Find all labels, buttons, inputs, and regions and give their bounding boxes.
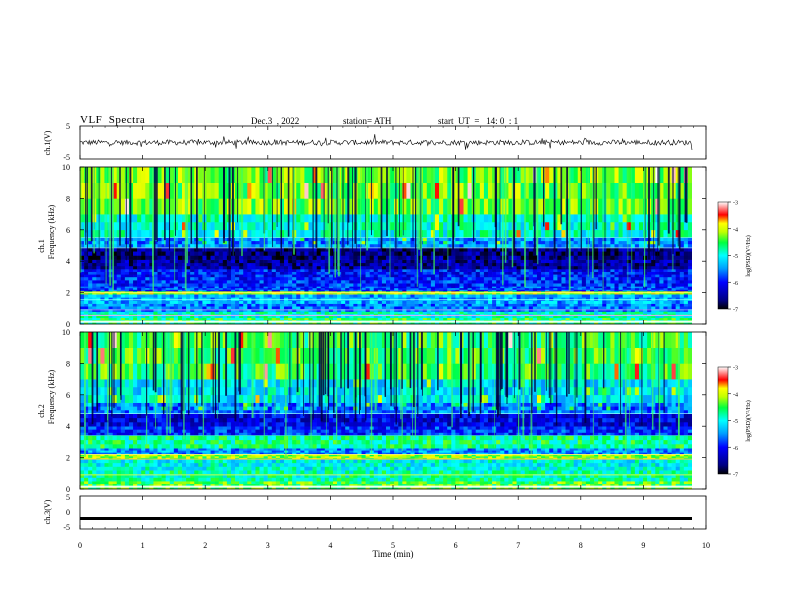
start-time-label: start UT = 14: 0 : 1 (438, 116, 519, 126)
ch1-ytick-label: -5 (63, 153, 70, 162)
ch3-ylabel: ch.3(V) (43, 499, 52, 524)
time-tick-label: 2 (203, 541, 207, 550)
frequency-tick-label: 6 (66, 391, 70, 400)
time-tick-label: 4 (328, 541, 332, 550)
time-tick-label: 3 (266, 541, 270, 550)
frequency-tick-label: 4 (66, 257, 70, 266)
frequency-tick-label: 0 (66, 320, 70, 329)
ch1-colorbar-label: log(PSD)(V²/Hz) (745, 235, 752, 276)
colorbar-tick-label: -3 (733, 366, 738, 372)
frequency-tick-label: 2 (66, 289, 70, 298)
ch3-waveform-frame (79, 495, 707, 530)
station-label: station= ATH (343, 116, 392, 126)
colorbar-tick-label: -7 (733, 308, 738, 314)
colorbar-tick-label: -3 (733, 201, 738, 207)
colorbar-tick-label: -4 (733, 392, 738, 398)
time-axis-label: Time (min) (373, 549, 414, 559)
time-tick-label: 9 (641, 541, 645, 550)
time-tick-label: 10 (702, 541, 710, 550)
ch3-waveform-panel: 5 -5 ch.3(V) (43, 493, 707, 532)
ch3-ytick-label: -5 (63, 523, 70, 532)
ch3-ytick-label: 5 (66, 493, 70, 502)
frequency-tick-label: 2 (66, 454, 70, 463)
frequency-tick-label: 10 (62, 163, 70, 172)
colorbar-tick-label: -5 (733, 254, 738, 260)
ch1-spectrogram-image (80, 167, 706, 325)
colorbar-tick-label: -5 (733, 419, 738, 425)
time-tick-label: 0 (78, 541, 82, 550)
colorbar-tick-label: -6 (733, 281, 738, 287)
ch2-ylabel-channel: ch.2 (37, 404, 46, 418)
ch2-colorbar (717, 366, 729, 475)
frequency-tick-label: 10 (62, 328, 70, 337)
ch1-colorbar (717, 201, 729, 310)
time-tick-label: 7 (516, 541, 520, 550)
ch2-ylabel-frequency: Frequency (kHz) (47, 369, 56, 424)
colorbar-tick-label: -4 (733, 227, 738, 233)
ch1-ylabel: ch.1(V) (43, 130, 52, 155)
frequency-tick-label: 0 (66, 485, 70, 494)
colorbar-tick-label: -6 (733, 446, 738, 452)
ch1-ylabel-channel: ch.1 (37, 239, 46, 253)
time-tick-label: 1 (141, 541, 145, 550)
ch2-spectrogram-image (80, 332, 706, 490)
chart-title: VLF Spectra (80, 114, 146, 126)
ch1-ylabel-frequency: Frequency (kHz) (47, 204, 56, 259)
frequency-tick-label: 8 (66, 194, 70, 203)
time-tick-label: 8 (579, 541, 583, 550)
frequency-tick-label: 8 (66, 359, 70, 368)
time-axis: 0 1 2 3 4 5 6 7 8 9 10 0 (66, 126, 710, 550)
date-label: Dec.3 , 2022 (251, 116, 300, 126)
colorbar-tick-label: -7 (733, 473, 738, 479)
ch1-waveform-trace (79, 134, 693, 151)
frequency-tick-label: 6 (66, 226, 70, 235)
time-tick-label: 6 (454, 541, 458, 550)
ch3-ytick-label: 0 (66, 508, 70, 517)
ch1-ytick-label: 5 (66, 122, 70, 131)
frequency-tick-label: 4 (66, 422, 70, 431)
ch2-colorbar-label: log(PSD)(V²/Hz) (745, 400, 752, 441)
time-tick-label: 5 (391, 541, 395, 550)
